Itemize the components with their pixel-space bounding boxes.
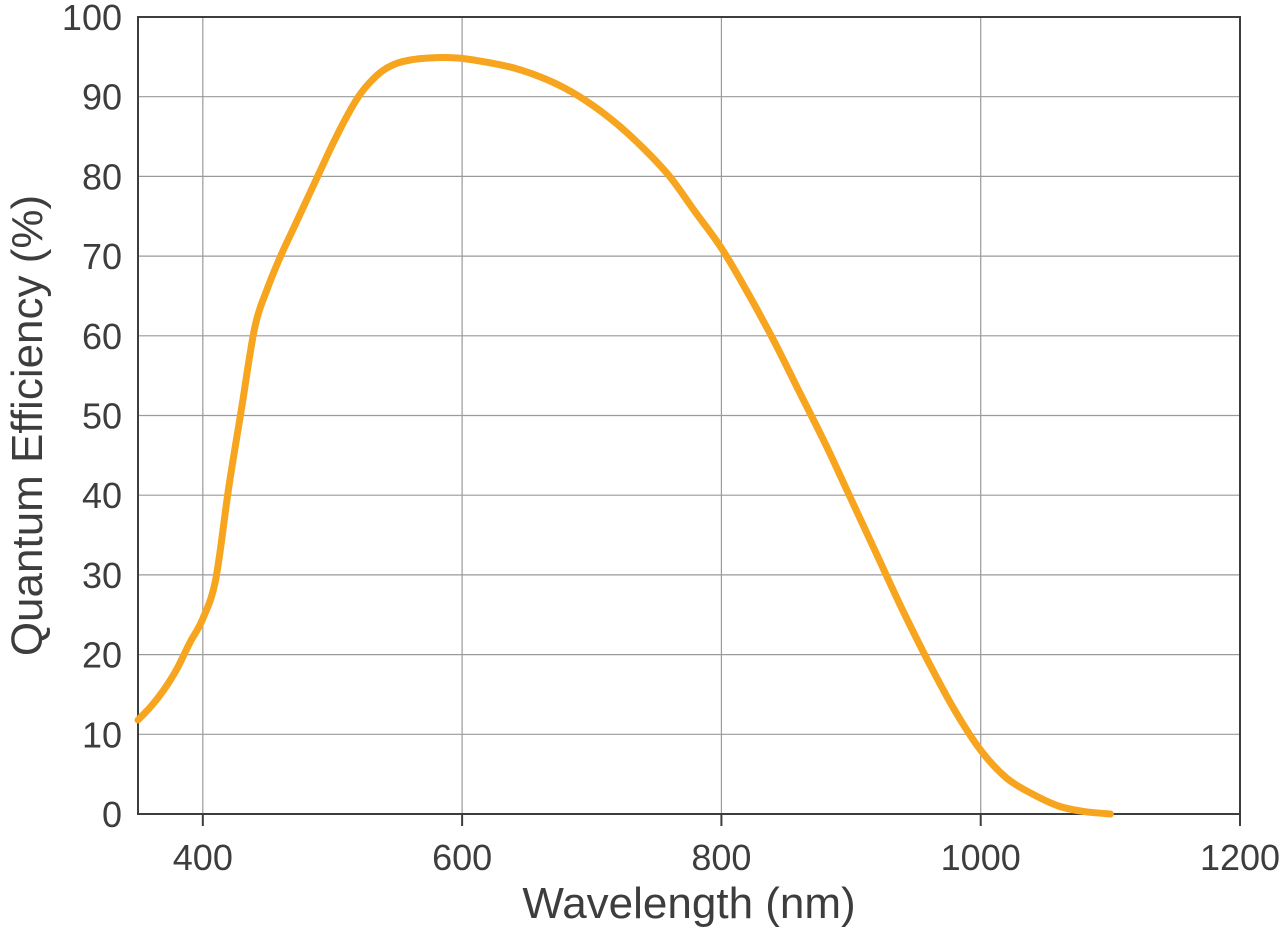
x-tick-label: 400	[173, 837, 233, 878]
x-axis-title: Wavelength (nm)	[522, 879, 855, 928]
y-tick-label: 70	[82, 236, 122, 277]
y-tick-label: 30	[82, 555, 122, 596]
grid	[138, 17, 1240, 814]
x-tick-label: 1000	[941, 837, 1021, 878]
y-tick-label: 10	[82, 714, 122, 755]
y-tick-label: 100	[62, 0, 122, 38]
x-tick-label: 600	[432, 837, 492, 878]
y-tick-label: 20	[82, 635, 122, 676]
y-axis-title: Quantum Efficiency (%)	[3, 195, 52, 656]
y-tick-label: 90	[82, 77, 122, 118]
y-tick-label: 80	[82, 156, 122, 197]
y-tick-label: 50	[82, 396, 122, 437]
plot-area-frame	[137, 16, 1241, 815]
axis-ticks: 0 10 20 30 40 50 60 70 80 90 100 400 600 800 1000 1200	[62, 0, 1280, 878]
qe-series-line	[134, 54, 1114, 818]
x-tick-label: 1200	[1200, 837, 1280, 878]
y-tick-label: 40	[82, 475, 122, 516]
series-layer	[134, 54, 1114, 818]
y-tick-label: 60	[82, 316, 122, 357]
y-tick-label: 0	[102, 794, 122, 835]
x-tick-label: 800	[691, 837, 751, 878]
